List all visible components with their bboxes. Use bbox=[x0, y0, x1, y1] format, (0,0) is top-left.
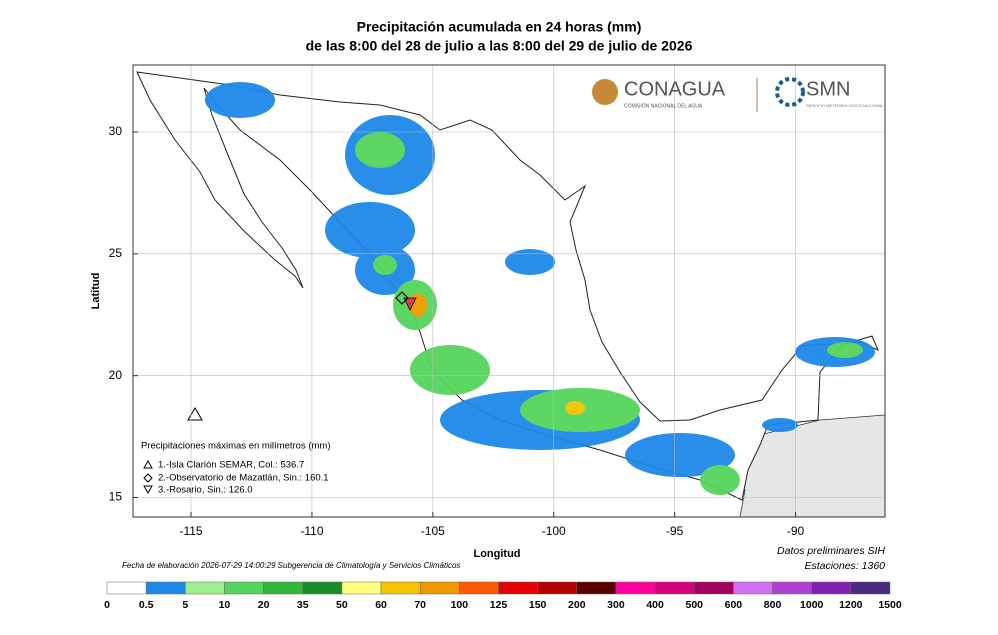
maxima-item: 2.-Observatorio de Mazatlán, Sin.: 160.1 bbox=[158, 473, 329, 484]
scale-swatch bbox=[733, 581, 773, 595]
x-tick-label: -105 bbox=[421, 524, 445, 538]
scale-label: 1200 bbox=[839, 599, 863, 611]
scale-label: 50 bbox=[336, 599, 348, 611]
scale-swatch bbox=[537, 581, 578, 595]
scale-label: 70 bbox=[414, 599, 426, 611]
y-tick-label: 30 bbox=[109, 124, 123, 138]
scale-label: 300 bbox=[607, 599, 625, 611]
logo-text: CONAGUA bbox=[624, 78, 726, 100]
maxima-item: 3.-Rosario, Sin.: 126.0 bbox=[158, 485, 253, 496]
logo-text: SMN bbox=[806, 78, 850, 100]
maxima-item: 1.-Isla Clarión SEMAR, Col.: 536.7 bbox=[158, 460, 304, 471]
scale-swatch bbox=[694, 581, 734, 595]
marker-clarion bbox=[187, 407, 203, 421]
scale-swatch bbox=[498, 581, 538, 595]
scale-label: 100 bbox=[451, 599, 469, 611]
scale-label: 500 bbox=[685, 599, 703, 611]
scale-label: 0 bbox=[104, 599, 110, 611]
title: Precipitación acumulada en 24 horas (mm) bbox=[357, 19, 642, 35]
scale-swatch bbox=[615, 581, 656, 595]
x-tick-label: -95 bbox=[666, 524, 684, 538]
subtitle: de las 8:00 del 28 de julio a las 8:00 d… bbox=[306, 38, 693, 54]
logo-subtext: SERVICIO METEOROLÓGICO NACIONAL bbox=[806, 103, 884, 108]
scale-swatch bbox=[145, 581, 186, 595]
scale-label: 150 bbox=[529, 599, 547, 611]
scale-label: 5 bbox=[182, 599, 188, 611]
scale-swatch bbox=[850, 581, 891, 595]
scale-swatch bbox=[302, 581, 343, 595]
mexico bbox=[136, 71, 879, 501]
map-frame bbox=[132, 64, 886, 518]
y-tick-label: 20 bbox=[109, 368, 123, 382]
scale-swatch bbox=[419, 581, 460, 595]
scale-swatch bbox=[106, 581, 147, 595]
scale-swatch bbox=[263, 581, 304, 595]
map bbox=[136, 71, 885, 517]
scale-swatch bbox=[811, 581, 852, 595]
y-axis-label: Latitud bbox=[90, 273, 102, 310]
marker-rosario bbox=[403, 297, 417, 311]
x-tick-label: -115 bbox=[179, 524, 202, 538]
marker-mazatlan bbox=[395, 291, 409, 305]
logo-conagua: CONAGUA COMISIÓN NACIONAL DEL AGUA SMN S… bbox=[592, 77, 884, 112]
scale-swatch bbox=[224, 581, 264, 595]
scale-label: 0.5 bbox=[139, 599, 154, 611]
scale-swatch bbox=[654, 581, 695, 595]
x-tick-label: -110 bbox=[300, 524, 323, 538]
x-tick-label: -90 bbox=[787, 524, 805, 538]
scale-label: 60 bbox=[375, 599, 387, 611]
scale-label: 1000 bbox=[800, 599, 824, 611]
logo-subtext: COMISIÓN NACIONAL DEL AGUA bbox=[624, 102, 703, 109]
scale-swatch bbox=[185, 581, 225, 595]
footer-date: Fecha de elaboración 2026-07-29 14:00:29… bbox=[122, 561, 460, 570]
scale-label: 200 bbox=[568, 599, 586, 611]
scale-swatch bbox=[459, 581, 499, 595]
x-tick-label: -100 bbox=[542, 524, 566, 538]
x-axis-label: Longitud bbox=[473, 548, 520, 560]
scale-label: 125 bbox=[490, 599, 508, 611]
scale-label: 400 bbox=[646, 599, 664, 611]
maxima-title: Precipitaciones máximas en milímetros (m… bbox=[141, 441, 331, 452]
scale-label: 10 bbox=[219, 599, 231, 611]
scale-swatch bbox=[772, 581, 812, 595]
precip-areas bbox=[205, 82, 875, 495]
scale-label: 35 bbox=[297, 599, 309, 611]
scale-swatch bbox=[380, 581, 421, 595]
scale-swatch bbox=[576, 581, 617, 595]
scale-label: 600 bbox=[725, 599, 743, 611]
footer-prelim: Datos preliminares SIH bbox=[777, 545, 885, 557]
scale-label: 800 bbox=[764, 599, 782, 611]
scale-label: 1500 bbox=[878, 599, 902, 611]
scale-swatch bbox=[341, 581, 382, 595]
y-tick-label: 25 bbox=[109, 246, 123, 260]
footer-stations: Estaciones: 1360 bbox=[804, 560, 885, 572]
maxima-legend: Precipitaciones máximas en milímetros (m… bbox=[141, 441, 331, 496]
y-tick-label: 15 bbox=[109, 490, 123, 504]
scale-label: 20 bbox=[258, 599, 270, 611]
